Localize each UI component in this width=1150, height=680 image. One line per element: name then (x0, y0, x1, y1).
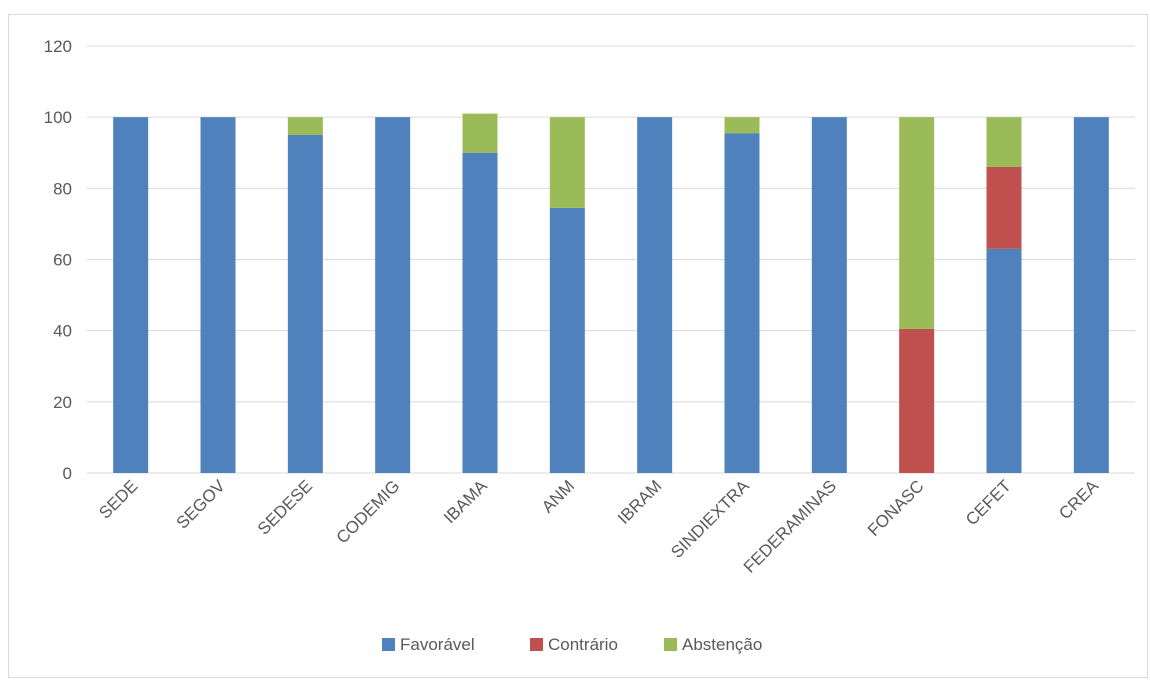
bar-segment (986, 248, 1022, 473)
bar-segment (1073, 117, 1109, 474)
y-tick-label: 120 (44, 37, 72, 56)
x-axis-ticks: SEDE SEGOV SEDESE CODEMIG IBAMA ANM IBRAM SINDI… (95, 476, 1102, 577)
legend-label: Favorável (400, 635, 475, 654)
x-tick-label: CREA (1055, 476, 1102, 523)
bars (113, 113, 1109, 474)
bar-segment (462, 152, 498, 473)
bar-segment (200, 117, 236, 474)
bar-segment (287, 134, 323, 473)
x-tick-label: SEDESE (254, 476, 316, 538)
legend-label: Contrário (548, 635, 618, 654)
bar-segment (287, 117, 323, 135)
bar-segment (724, 117, 760, 134)
legend-swatch (530, 638, 543, 651)
x-tick-label: SEGOV (173, 476, 230, 533)
legend-swatch (382, 638, 395, 651)
bar-segment (986, 166, 1022, 249)
x-tick-label: CEFET (962, 476, 1015, 529)
x-tick-label: IBAMA (440, 476, 491, 527)
x-tick-label: SEDE (95, 476, 141, 522)
gridlines (87, 45, 1135, 474)
bar-segment (549, 117, 585, 208)
y-axis-ticks: 0 20 40 60 80 100 120 (44, 37, 72, 483)
y-tick-label: 80 (53, 179, 72, 198)
legend-label: Abstenção (682, 635, 762, 654)
x-tick-label: FEDERAMINAS (740, 476, 840, 576)
bar-segment (986, 117, 1022, 167)
legend-swatch (664, 638, 677, 651)
y-tick-label: 40 (53, 322, 72, 341)
y-tick-label: 20 (53, 393, 72, 412)
stacked-bar-chart: 0 20 40 60 80 100 120 SEDE SEGOV SEDESE CODEMIG IB… (44, 37, 1135, 654)
y-tick-label: 100 (44, 108, 72, 127)
bar-segment (724, 133, 760, 473)
y-tick-label: 0 (63, 464, 72, 483)
bar-segment (899, 117, 935, 329)
x-tick-label: SINDIEXTRA (667, 476, 753, 562)
bar-segment (637, 117, 673, 474)
bar-segment (375, 117, 411, 474)
bar-segment (462, 113, 498, 153)
x-tick-label: FONASC (864, 476, 928, 540)
x-tick-label: CODEMIG (333, 476, 404, 547)
chart-frame: 0 20 40 60 80 100 120 SEDE SEGOV SEDESE CODEMIG IB… (8, 14, 1148, 678)
legend: Favorável Contrário Abstenção (382, 635, 762, 654)
bar-segment (811, 117, 847, 474)
bar-segment (113, 117, 149, 474)
y-tick-label: 60 (53, 251, 72, 270)
bar-segment (549, 207, 585, 473)
x-tick-label: IBRAM (614, 476, 666, 528)
bar-segment (899, 328, 935, 473)
x-tick-label: ANM (538, 476, 578, 516)
